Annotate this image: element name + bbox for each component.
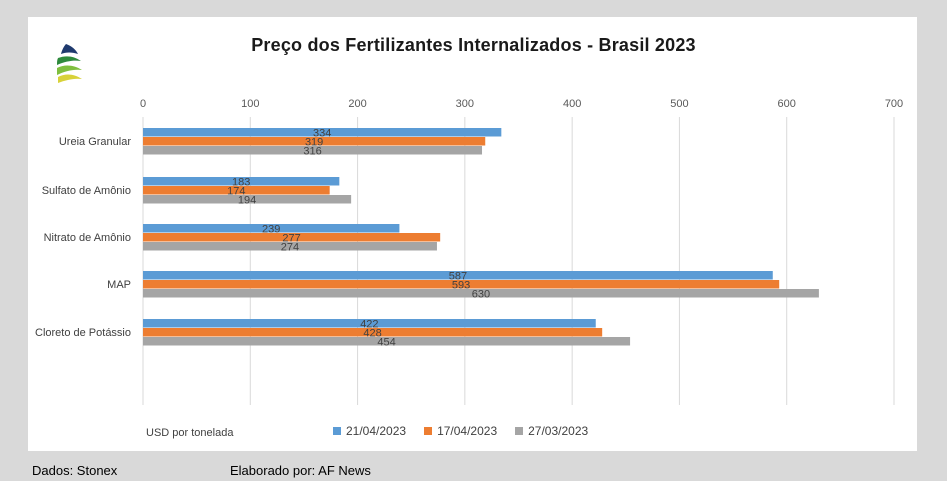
bar — [143, 146, 483, 155]
bar — [143, 280, 780, 289]
bar — [143, 328, 603, 337]
bar — [143, 186, 330, 195]
legend-item-series-1: 21/04/2023 — [333, 424, 406, 438]
bar — [143, 242, 437, 251]
bar — [143, 137, 486, 146]
bar — [143, 233, 441, 242]
data-label: 183 — [232, 176, 250, 188]
bar — [143, 271, 773, 280]
legend-swatch — [333, 427, 341, 435]
data-label: 454 — [377, 336, 395, 348]
x-tick-label: 0 — [140, 98, 146, 110]
category-label: Ureia Granular — [59, 136, 131, 148]
legend-swatch — [515, 427, 524, 435]
x-tick-label: 600 — [778, 98, 796, 110]
legend-label: 21/04/2023 — [346, 424, 407, 438]
data-label: 274 — [281, 241, 299, 253]
footer-source: Dados: Stonex — [32, 463, 118, 478]
data-label: 428 — [363, 327, 381, 339]
x-tick-label: 100 — [241, 98, 259, 110]
bar — [143, 177, 340, 186]
data-label: 194 — [238, 194, 256, 206]
data-label: 174 — [227, 185, 245, 197]
chart-title: Preço dos Fertilizantes Internalizados -… — [251, 35, 696, 55]
data-label: 277 — [282, 232, 300, 244]
category-label: Sulfato de Amônio — [42, 185, 131, 197]
bar — [143, 337, 631, 346]
category-label: Nitrato de Amônio — [44, 232, 131, 244]
legend-item-series-3: 27/03/2023 — [515, 424, 588, 438]
data-label: 319 — [305, 136, 323, 148]
x-tick-label: 500 — [670, 98, 688, 110]
chart-legend: 21/04/2023 17/04/2023 27/03/2023 — [333, 424, 588, 438]
x-tick-label: 300 — [456, 98, 474, 110]
bar — [143, 195, 352, 204]
bar — [143, 289, 819, 298]
bar — [143, 224, 400, 233]
data-label: 334 — [313, 127, 331, 139]
legend-item-series-2: 17/04/2023 — [424, 424, 497, 438]
data-label: 316 — [303, 145, 321, 157]
data-label: 630 — [472, 288, 490, 300]
x-tick-label: 400 — [563, 98, 581, 110]
category-label: Cloreto de Potássio — [35, 327, 131, 339]
data-label: 593 — [452, 279, 470, 291]
bar — [143, 128, 502, 137]
legend-label: 27/03/2023 — [528, 424, 589, 438]
x-tick-label: 700 — [885, 98, 903, 110]
bar — [143, 319, 596, 328]
data-label: 422 — [360, 318, 378, 330]
category-label: MAP — [107, 279, 131, 291]
footer-author: Elaborado por: AF News — [230, 463, 371, 478]
leaf-stack-logo-icon — [57, 44, 82, 83]
x-tick-label: 200 — [348, 98, 366, 110]
legend-label: 17/04/2023 — [437, 424, 498, 438]
data-label: 587 — [449, 270, 467, 282]
data-label: 239 — [262, 223, 280, 235]
x-axis-unit-label: USD por tonelada — [146, 427, 234, 439]
legend-swatch — [424, 427, 433, 435]
